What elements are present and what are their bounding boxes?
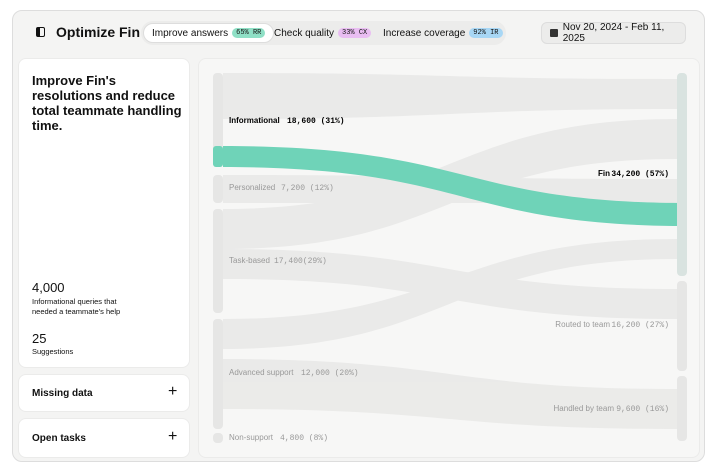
expand-icon[interactable]: + [168,383,178,400]
node-label: Handled by team [554,404,615,413]
node-label: Fin [598,169,610,178]
node-value: 18,600 (31%) [287,117,345,126]
sankey: Informational 18,600 (31%) Personalized … [213,73,687,443]
tab[interactable]: Check quality 33% CX [266,23,379,43]
node-label: Informational [229,116,280,125]
summary-panel: Improve Fin's resolutions and reduce tot… [18,58,190,368]
stat-value: 4,000 [32,280,65,295]
calendar-icon [550,29,558,37]
node-label: Advanced support [229,368,294,377]
tab-badge: 65% RR [232,28,266,38]
date-picker[interactable]: Nov 20, 2024 - Feb 11, 2025 [541,22,686,44]
stat-label: Informational queries that needed a team… [32,297,121,316]
node [677,73,687,276]
node-label: Routed to team [555,320,610,329]
summary-heading: Improve Fin's resolutions and reduce tot… [32,73,182,133]
node [213,209,223,313]
section-label: Missing data [32,388,93,399]
flow [223,239,677,349]
page-title: Optimize Fin [56,24,140,40]
section-row[interactable]: Missing data + [18,374,190,412]
node [677,281,687,371]
stat-value: 25 [32,331,47,346]
expand-icon[interactable]: + [168,428,178,445]
node [213,175,223,203]
section-label: Open tasks [32,433,86,444]
node-highlight [213,146,223,167]
tab-badge: 33% CX [338,28,372,38]
tab-label: Check quality [274,27,335,39]
tab-label: Improve answers [152,27,229,39]
highlight-flow [223,146,687,226]
sidebar-icon[interactable] [36,27,45,37]
node-value: 34,200 (57%) [611,170,669,179]
node-value: 12,000 (20%) [301,369,359,378]
node-value: 9,600 (16%) [616,405,669,414]
tab-label: Increase coverage [383,27,466,39]
node [213,73,223,167]
sankey-panel: Informational 18,600 (31%) Personalized … [198,58,700,458]
flow [223,73,677,119]
flow [223,359,677,429]
node-label: Task-based [229,256,270,265]
flows [223,73,677,429]
date-range: Nov 20, 2024 - Feb 11, 2025 [562,22,665,44]
node-value: 16,200 (27%) [611,321,669,330]
tab[interactable]: Improve answers 65% RR [143,23,275,43]
section-row[interactable]: Open tasks + [18,418,190,458]
node-value: 7,200 (12%) [281,184,334,193]
node [213,319,223,429]
node [213,433,223,443]
node-value: 17,400(29%) [274,257,327,266]
node-label: Non-support [229,433,274,442]
source-nodes [213,73,223,443]
stat-label: Suggestions [32,347,74,356]
tab[interactable]: Increase coverage 92% IR [375,23,511,43]
tab-badge: 92% IR [469,28,503,38]
node [677,376,687,441]
node-label: Personalized [229,183,275,192]
node-value: 4,800 (8%) [280,434,328,443]
target-nodes [677,73,687,441]
